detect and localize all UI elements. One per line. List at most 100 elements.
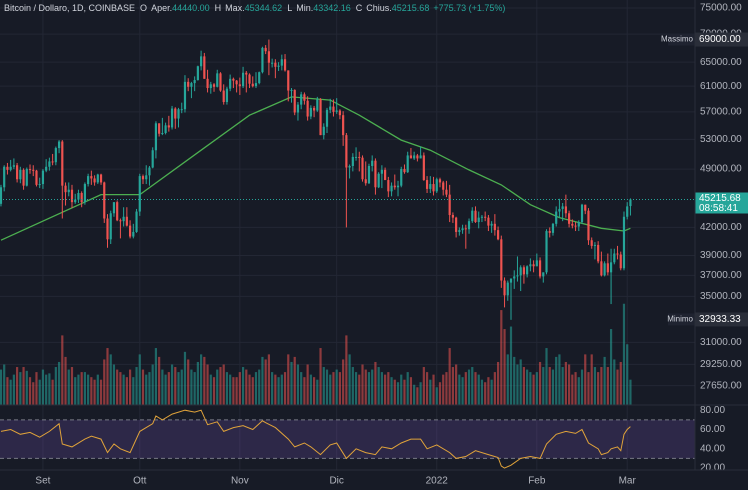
candle-body [564, 206, 567, 214]
legend-key: H [215, 3, 222, 13]
candle-body [396, 185, 400, 188]
volume-bar [212, 377, 216, 405]
volume-bar [616, 369, 619, 405]
x-tick-label: 2022 [426, 476, 449, 487]
volume-bar [464, 372, 467, 405]
candle-body [348, 166, 351, 168]
volume-bar [542, 367, 545, 405]
candle-body [209, 84, 212, 89]
volume-bar [187, 359, 190, 405]
candle-body [45, 166, 48, 171]
volume-bar [377, 367, 380, 405]
volume-bar [600, 367, 603, 405]
volume-bar [19, 372, 22, 405]
volume-bar [87, 374, 90, 405]
volume-bar [354, 372, 358, 405]
volume-bar [422, 367, 425, 405]
candle-body [467, 221, 471, 230]
volume-bar [170, 364, 174, 405]
candle-body [128, 225, 132, 237]
last-price-box [695, 192, 748, 214]
volume-bar [119, 372, 122, 405]
candle-body [487, 217, 490, 226]
volume-bar [322, 367, 325, 405]
volume-bar [538, 361, 542, 405]
volume-bar [296, 364, 300, 405]
x-tick-label: Ott [133, 476, 147, 487]
volume-bar [200, 354, 203, 405]
candle-body [216, 73, 219, 87]
candle-body [132, 231, 135, 237]
volume-bar [232, 377, 235, 405]
candle-body [613, 253, 616, 263]
candle-body [626, 206, 629, 217]
candle-body [532, 264, 535, 267]
volume-bar [535, 372, 538, 405]
volume-bar [335, 369, 338, 405]
candle-body [254, 83, 258, 87]
volume-bar [351, 367, 354, 405]
candle-body [25, 169, 28, 186]
volume-bar [425, 372, 429, 405]
y-tick-label: 29250.00 [700, 359, 742, 370]
legend-name: Min. [296, 3, 313, 13]
candle-body [158, 123, 161, 134]
candle-body [177, 109, 180, 119]
min-name-box [668, 313, 695, 326]
volume-bar [38, 379, 41, 405]
candle-body [354, 156, 358, 158]
y-tick-label: 49000.00 [700, 164, 742, 175]
candle-body [67, 189, 70, 193]
volume-bar [25, 370, 28, 405]
volume-bar [371, 369, 374, 405]
candle-body [429, 184, 432, 189]
volume-bar [548, 367, 551, 405]
candle-body [267, 51, 270, 63]
candle-body [170, 108, 174, 128]
volume-bar [300, 372, 303, 405]
volume-bar [141, 369, 145, 405]
candle-body [442, 182, 445, 190]
volume-bar [561, 367, 564, 405]
candle-body [74, 199, 77, 203]
candle-body [109, 213, 112, 240]
candle-body [119, 220, 122, 222]
candle-body [335, 110, 338, 112]
volume-bar [125, 377, 128, 405]
candle-body [380, 169, 383, 174]
volume-bar [419, 382, 422, 405]
candle-body [19, 169, 22, 180]
volume-bar [429, 379, 432, 405]
volume-bar [251, 377, 254, 405]
candle-body [597, 244, 600, 262]
min-value: 32933.33 [699, 314, 741, 325]
volume-bar [609, 329, 613, 405]
candle-body [513, 276, 516, 279]
volume-bar [564, 361, 567, 405]
candle-body [167, 125, 170, 128]
candle-body [99, 174, 103, 183]
candle-body [425, 180, 429, 189]
volume-bar [593, 367, 597, 405]
max-name: Massimo [661, 35, 694, 44]
volume-bar [193, 372, 196, 405]
volume-bar [513, 356, 516, 405]
volume-bar [235, 377, 238, 405]
volume-bar [358, 374, 361, 405]
candle-body [264, 47, 267, 52]
volume-bar [503, 329, 506, 405]
candle-body [219, 73, 222, 91]
candle-body [77, 192, 80, 200]
candle-body [384, 169, 387, 181]
volume-bar [70, 367, 74, 405]
candle-body [606, 263, 609, 273]
candle-body [493, 223, 496, 231]
volume-bar [116, 369, 119, 405]
candle-body [112, 202, 116, 214]
candle-body [400, 169, 403, 186]
candle-body [9, 166, 12, 170]
volume-bar [203, 356, 206, 405]
volume-bar [551, 369, 555, 405]
volume-bar [413, 384, 416, 405]
